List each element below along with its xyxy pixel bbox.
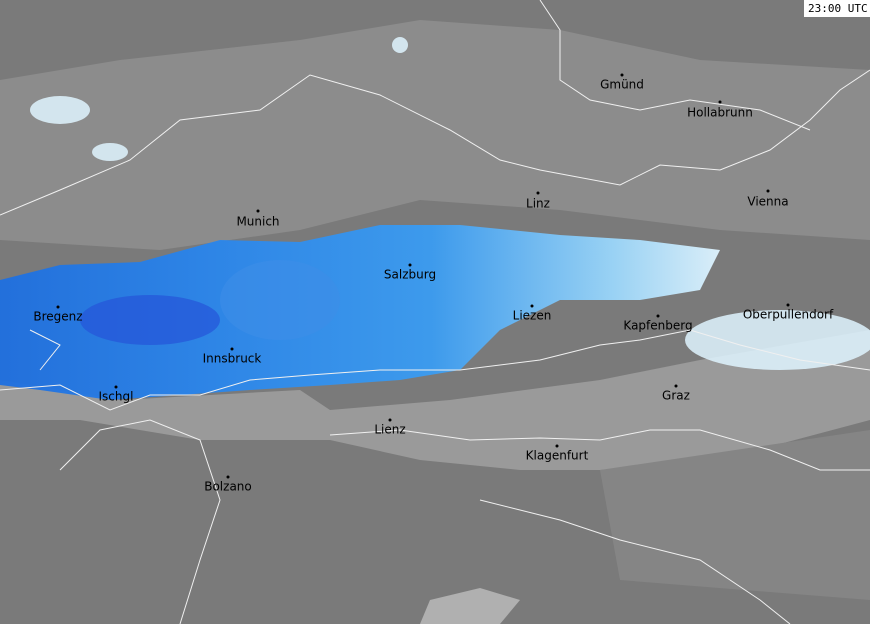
city-label: Lienz	[374, 423, 405, 437]
city-label: Ischgl	[99, 390, 134, 404]
city-label: Innsbruck	[203, 352, 262, 366]
city-label: Salzburg	[384, 268, 436, 282]
city-label: Munich	[236, 215, 279, 229]
city-label: Bregenz	[33, 310, 82, 324]
city-label: Liezen	[513, 309, 552, 323]
city-label: Klagenfurt	[526, 449, 589, 463]
timestamp: 23:00 UTC	[808, 2, 868, 15]
city-label: Graz	[662, 389, 690, 403]
timestamp-box	[804, 0, 870, 17]
city-label: Bolzano	[204, 480, 252, 494]
city-label: Gmünd	[600, 78, 644, 92]
city-label: Kapfenberg	[623, 319, 692, 333]
city-label: Oberpullendorf	[743, 308, 834, 322]
city-markers	[56, 73, 790, 479]
city-label: Hollabrunn	[687, 106, 753, 120]
city-label: Vienna	[747, 195, 788, 209]
precipitation	[0, 37, 870, 400]
city-label: Linz	[526, 197, 550, 211]
city-labels: Gmünd Hollabrunn Linz Vienna Munich Salz…	[33, 78, 834, 494]
